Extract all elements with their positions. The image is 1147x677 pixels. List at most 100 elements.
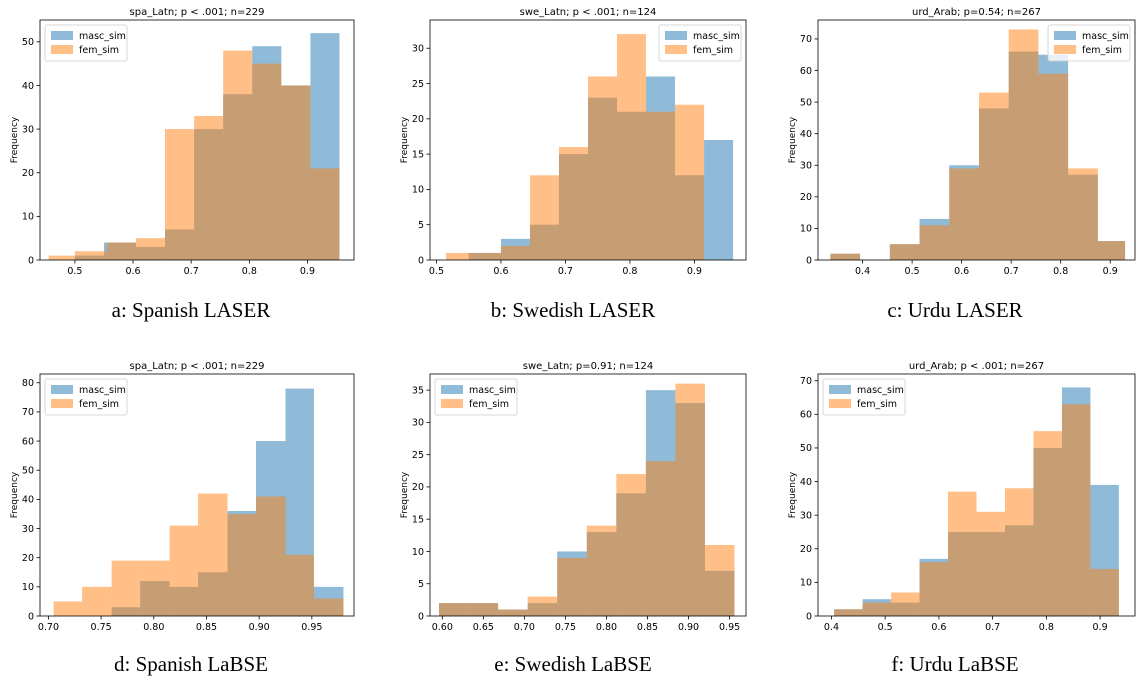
- y-axis-label: Frequency: [400, 116, 410, 163]
- x-tick-label: 0.70: [514, 622, 535, 633]
- legend-label: fem_sim: [469, 399, 509, 410]
- x-tick-label: 0.95: [301, 622, 322, 633]
- histogram-panel-5: 0.60 0.65 0.70 0.75 0.80 0.85 0.90 0.95 0 5 10 15 20…: [400, 361, 747, 633]
- x-tick-label: 0.60: [432, 622, 453, 633]
- fem-bar: [675, 104, 705, 261]
- legend: masc_sim fem_sim: [434, 378, 518, 416]
- fem-bar: [862, 602, 892, 616]
- histogram-panel-3: 0.4 0.5 0.6 0.7 0.8 0.9 0 10 20 30 40 50 60 70 Frequen…: [788, 7, 1136, 277]
- y-tick-label: 80: [22, 378, 34, 389]
- y-axis-label: Frequency: [10, 116, 20, 163]
- fem-bar: [48, 255, 75, 260]
- fem-bar: [256, 496, 286, 616]
- y-tick-label: 20: [412, 482, 424, 493]
- legend-label: masc_sim: [857, 385, 904, 396]
- fem-bar: [1004, 488, 1034, 616]
- plot-frame: [39, 373, 355, 617]
- legend-swatch-fem: [441, 399, 463, 408]
- chart-title: urd_Arab; p=0.54; n=267: [912, 7, 1041, 18]
- y-tick-label: 50: [22, 37, 34, 48]
- fem-bar: [500, 245, 530, 260]
- y-tick-label: 0: [28, 611, 34, 622]
- histogram-panel-4: 0.70 0.75 0.80 0.85 0.90 0.95 0 10 20 30 40 50 60 70 8…: [10, 361, 355, 633]
- fem-bar: [439, 603, 469, 616]
- x-tick-label: 0.65: [473, 622, 494, 633]
- y-tick-label: 20: [800, 544, 812, 555]
- legend-label: fem_sim: [693, 45, 733, 56]
- y-tick-label: 20: [22, 553, 34, 564]
- fem-bar: [976, 511, 1005, 616]
- x-tick-label: 0.8: [1039, 622, 1054, 633]
- legend-swatch-masc: [1054, 31, 1076, 40]
- panel-caption: c: Urdu LASER: [887, 298, 1022, 322]
- x-tick-label: 0.6: [931, 622, 946, 633]
- x-tick-label: 0.9: [300, 266, 315, 277]
- masc-bar: [704, 140, 734, 260]
- x-tick-label: 0.90: [678, 622, 699, 633]
- plot-frame: [817, 373, 1136, 617]
- legend-label: fem_sim: [857, 399, 897, 410]
- fem-bar: [313, 598, 344, 616]
- y-tick-label: 60: [800, 66, 812, 77]
- fem-bar: [675, 383, 705, 616]
- fem-bar: [223, 50, 253, 260]
- legend-label: fem_sim: [79, 399, 119, 410]
- legend-label: masc_sim: [79, 385, 126, 396]
- legend-label: masc_sim: [693, 31, 740, 42]
- fem-bar: [830, 253, 861, 260]
- y-tick-label: 40: [800, 129, 812, 140]
- fem-bar: [281, 85, 311, 260]
- fem-bar: [834, 609, 863, 616]
- chart-title: spa_Latn; p < .001; n=229: [130, 7, 265, 18]
- x-tick-label: 0.6: [493, 266, 508, 277]
- x-tick-label: 0.9: [1093, 622, 1108, 633]
- y-tick-label: 60: [22, 436, 34, 447]
- legend-swatch-masc: [829, 385, 851, 394]
- chart-title: swe_Latn; p < .001; n=124: [520, 7, 657, 18]
- fem-bar: [617, 34, 647, 260]
- legend: masc_sim fem_sim: [44, 378, 128, 416]
- histogram-panel-2: 0.5 0.6 0.7 0.8 0.9 0 5 10 15 20 25 30 Frequency swe_…: [400, 7, 747, 277]
- y-tick-label: 10: [412, 547, 424, 558]
- y-tick-label: 20: [412, 114, 424, 125]
- y-tick-label: 10: [800, 224, 812, 235]
- y-tick-label: 60: [800, 410, 812, 421]
- plot-frame: [817, 19, 1136, 261]
- fem-bar: [586, 525, 617, 616]
- fem-bar: [919, 562, 949, 616]
- y-tick-label: 30: [22, 124, 34, 135]
- fem-bar: [82, 586, 112, 616]
- y-tick-label: 20: [800, 192, 812, 203]
- y-tick-label: 10: [412, 185, 424, 196]
- fem-bar: [468, 603, 499, 616]
- y-tick-label: 10: [800, 578, 812, 589]
- fem-bar: [1033, 431, 1062, 616]
- legend-swatch-fem: [829, 399, 851, 408]
- fem-bar: [106, 242, 136, 260]
- legend-swatch-masc: [51, 385, 73, 394]
- y-tick-label: 10: [22, 582, 34, 593]
- legend: masc_sim fem_sim: [658, 24, 742, 62]
- x-tick-label: 0.8: [242, 266, 257, 277]
- fem-bar: [889, 244, 920, 260]
- fem-bar: [978, 92, 1009, 260]
- y-tick-label: 70: [22, 407, 34, 418]
- y-tick-label: 70: [800, 376, 812, 387]
- fem-bar: [919, 225, 950, 260]
- x-tick-label: 0.7: [184, 266, 199, 277]
- y-tick-label: 30: [800, 510, 812, 521]
- y-tick-label: 30: [412, 44, 424, 55]
- fem-bar: [140, 560, 170, 616]
- chart-title: swe_Latn; p=0.91; n=124: [523, 361, 653, 372]
- x-tick-label: 0.6: [954, 266, 969, 277]
- legend-swatch-masc: [665, 31, 687, 40]
- y-tick-label: 0: [806, 611, 812, 622]
- y-tick-label: 40: [22, 495, 34, 506]
- fem-bar: [1061, 404, 1091, 616]
- y-axis-label: Frequency: [788, 471, 798, 518]
- y-tick-label: 40: [22, 81, 34, 92]
- x-tick-label: 0.5: [878, 622, 893, 633]
- chart-title: urd_Arab; p < .001; n=267: [909, 361, 1044, 372]
- legend-label: fem_sim: [79, 45, 119, 56]
